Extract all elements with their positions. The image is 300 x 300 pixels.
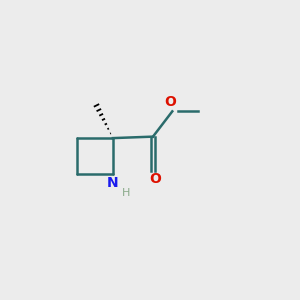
Text: O: O [149,172,161,186]
Text: N: N [107,176,119,190]
Text: H: H [122,188,130,198]
Text: O: O [164,95,176,109]
